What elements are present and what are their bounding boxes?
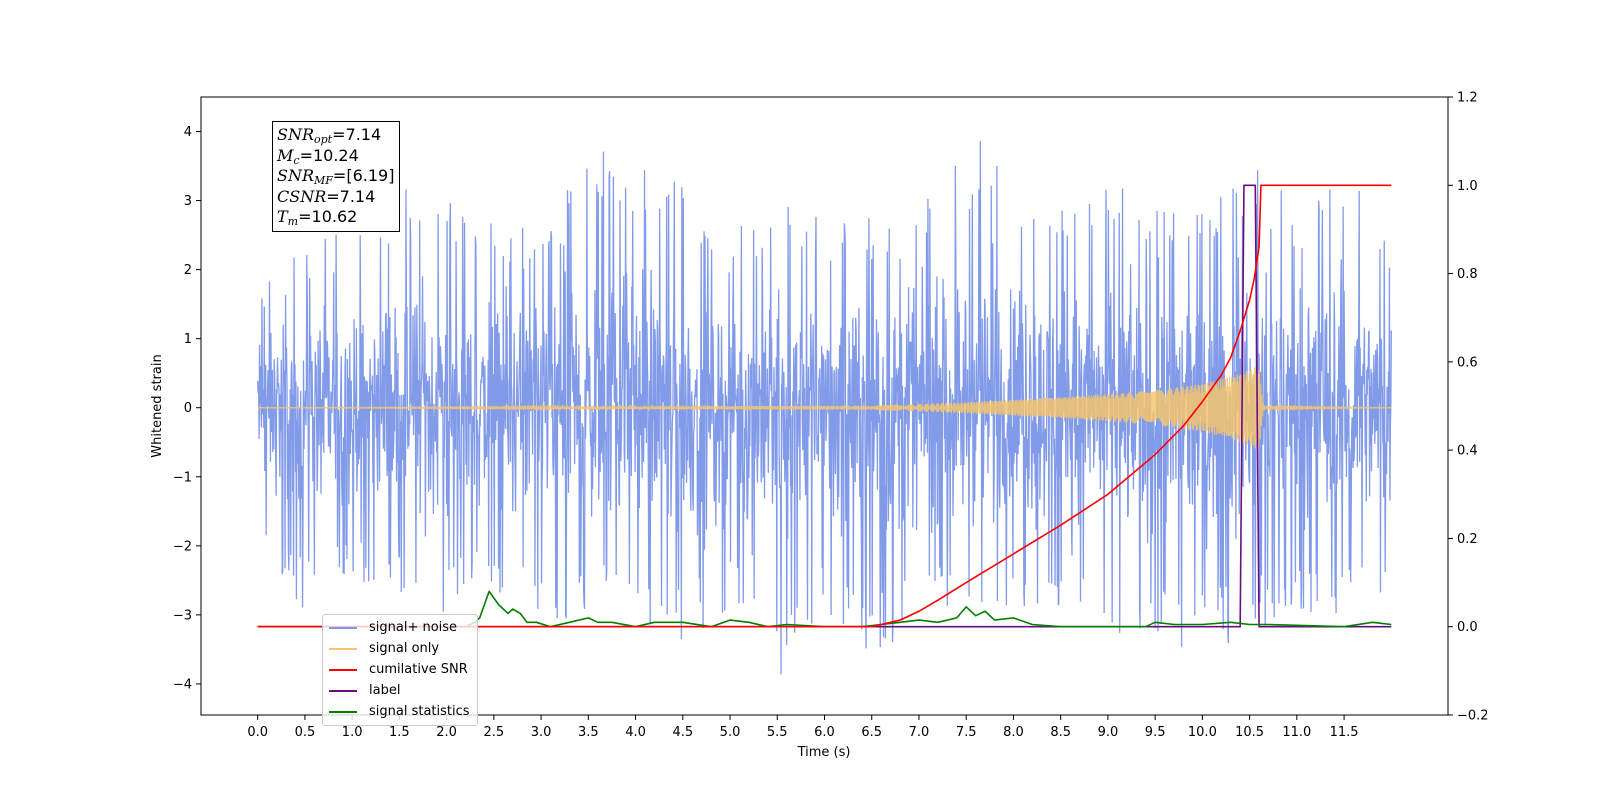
legend: signal+ noise signal only cumilative SNR… bbox=[322, 614, 478, 726]
legend-label: label bbox=[369, 683, 401, 698]
csnr-line: CSNR=7.14 bbox=[277, 187, 395, 208]
x-axis: 0.0 0.5 1.0 1.5 2.0 2.5 3.0 3.5 4.0 4.5 5.0 5.5 6.0 6… bbox=[247, 715, 1359, 740]
legend-swatch bbox=[329, 647, 357, 650]
snr-opt-value: =7.14 bbox=[332, 125, 382, 144]
y2-tick-label: 1.0 bbox=[1457, 179, 1478, 194]
tm-line: Tm=10.62 bbox=[277, 207, 395, 228]
signal-only-line bbox=[257, 367, 1392, 449]
y-tick-label: 1 bbox=[184, 332, 192, 347]
y-tick-label: −1 bbox=[173, 470, 192, 485]
annotation-box: SNRopt=7.14 Mc=10.24 SNRMF=[6.19] CSNR=7… bbox=[272, 121, 400, 232]
series-layer bbox=[257, 140, 1392, 675]
x-tick-label: 5.0 bbox=[720, 725, 741, 740]
legend-item: signal only bbox=[323, 638, 477, 659]
x-tick-label: 1.5 bbox=[389, 725, 410, 740]
legend-swatch bbox=[329, 626, 357, 629]
tm-label: T bbox=[277, 207, 288, 226]
y-tick-label: −3 bbox=[173, 608, 192, 623]
snr-mf-line: SNRMF=[6.19] bbox=[277, 166, 395, 187]
snr-opt-label: SNR bbox=[277, 125, 315, 144]
x-tick-label: 1.0 bbox=[342, 725, 363, 740]
legend-item: signal statistics bbox=[323, 701, 477, 722]
y-tick-label: 3 bbox=[184, 194, 192, 209]
x-tick-label: 7.0 bbox=[909, 725, 930, 740]
y2-tick-label: 0.4 bbox=[1457, 444, 1478, 459]
legend-swatch bbox=[329, 668, 357, 671]
legend-item: cumilative SNR bbox=[323, 659, 477, 680]
x-tick-label: 3.5 bbox=[578, 725, 599, 740]
tm-value: =10.62 bbox=[298, 207, 358, 226]
x-tick-label: 10.0 bbox=[1188, 725, 1217, 740]
signal-noise-line bbox=[257, 140, 1392, 675]
snr-opt-subscript: opt bbox=[314, 133, 333, 146]
y2-tick-label: 0.6 bbox=[1457, 355, 1478, 370]
x-tick-label: 5.5 bbox=[767, 725, 788, 740]
y-axis-label: Whitened strain bbox=[150, 354, 165, 457]
x-tick-label: 8.5 bbox=[1050, 725, 1071, 740]
x-tick-label: 2.5 bbox=[484, 725, 505, 740]
y-tick-label: −2 bbox=[173, 539, 192, 554]
y-axis-right: −0.2 0.0 0.2 0.4 0.6 0.8 1.0 1.2 bbox=[1448, 91, 1489, 724]
x-tick-label: 0.0 bbox=[247, 725, 268, 740]
x-tick-label: 9.0 bbox=[1098, 725, 1119, 740]
legend-swatch bbox=[329, 710, 357, 713]
x-axis-label: Time (s) bbox=[797, 745, 851, 760]
csnr-label: CSNR bbox=[277, 186, 327, 206]
cumulative-snr-line bbox=[257, 184, 1392, 628]
legend-label: cumilative SNR bbox=[369, 662, 468, 677]
snr-mf-subscript: MF bbox=[314, 174, 333, 187]
legend-item: signal+ noise bbox=[323, 617, 477, 638]
x-tick-label: 4.0 bbox=[625, 725, 646, 740]
y2-tick-label: 1.2 bbox=[1457, 91, 1478, 106]
x-tick-label: 4.5 bbox=[672, 725, 693, 740]
x-tick-label: 7.5 bbox=[956, 725, 977, 740]
mc-line: Mc=10.24 bbox=[277, 146, 395, 167]
y-tick-label: 0 bbox=[184, 401, 192, 416]
x-tick-label: 11.5 bbox=[1330, 725, 1359, 740]
y2-tick-label: 0.2 bbox=[1457, 532, 1478, 547]
mc-value: =10.24 bbox=[299, 145, 359, 165]
y-tick-label: 4 bbox=[184, 125, 192, 140]
x-tick-label: 10.5 bbox=[1235, 725, 1264, 740]
legend-label: signal only bbox=[369, 641, 440, 656]
mc-subscript: c bbox=[293, 153, 300, 167]
y2-tick-label: 0.8 bbox=[1457, 267, 1478, 282]
x-tick-label: 2.0 bbox=[436, 725, 457, 740]
y2-tick-label: 0.0 bbox=[1457, 620, 1478, 635]
y-tick-label: −4 bbox=[173, 677, 192, 692]
legend-item: label bbox=[323, 680, 477, 701]
x-tick-label: 0.5 bbox=[295, 725, 316, 740]
tm-subscript: m bbox=[287, 215, 299, 228]
y-tick-label: 2 bbox=[184, 263, 192, 278]
x-tick-label: 9.5 bbox=[1145, 725, 1166, 740]
snr-mf-label: SNR bbox=[277, 166, 315, 185]
x-tick-label: 6.0 bbox=[814, 725, 835, 740]
legend-label: signal statistics bbox=[369, 704, 470, 719]
x-tick-label: 3.0 bbox=[531, 725, 552, 740]
snr-opt-line: SNRopt=7.14 bbox=[277, 125, 395, 146]
x-tick-label: 6.5 bbox=[861, 725, 882, 740]
snr-mf-value: =[6.19] bbox=[332, 166, 395, 185]
x-tick-label: 11.0 bbox=[1282, 725, 1311, 740]
csnr-value: =7.14 bbox=[326, 186, 376, 206]
y2-tick-label: −0.2 bbox=[1457, 709, 1489, 724]
x-tick-label: 8.0 bbox=[1003, 725, 1024, 740]
y-axis-left: −4 −3 −2 −1 0 1 2 3 4 bbox=[173, 125, 201, 692]
legend-label: signal+ noise bbox=[369, 620, 458, 635]
legend-swatch bbox=[329, 689, 357, 692]
mc-label: M bbox=[277, 145, 294, 165]
